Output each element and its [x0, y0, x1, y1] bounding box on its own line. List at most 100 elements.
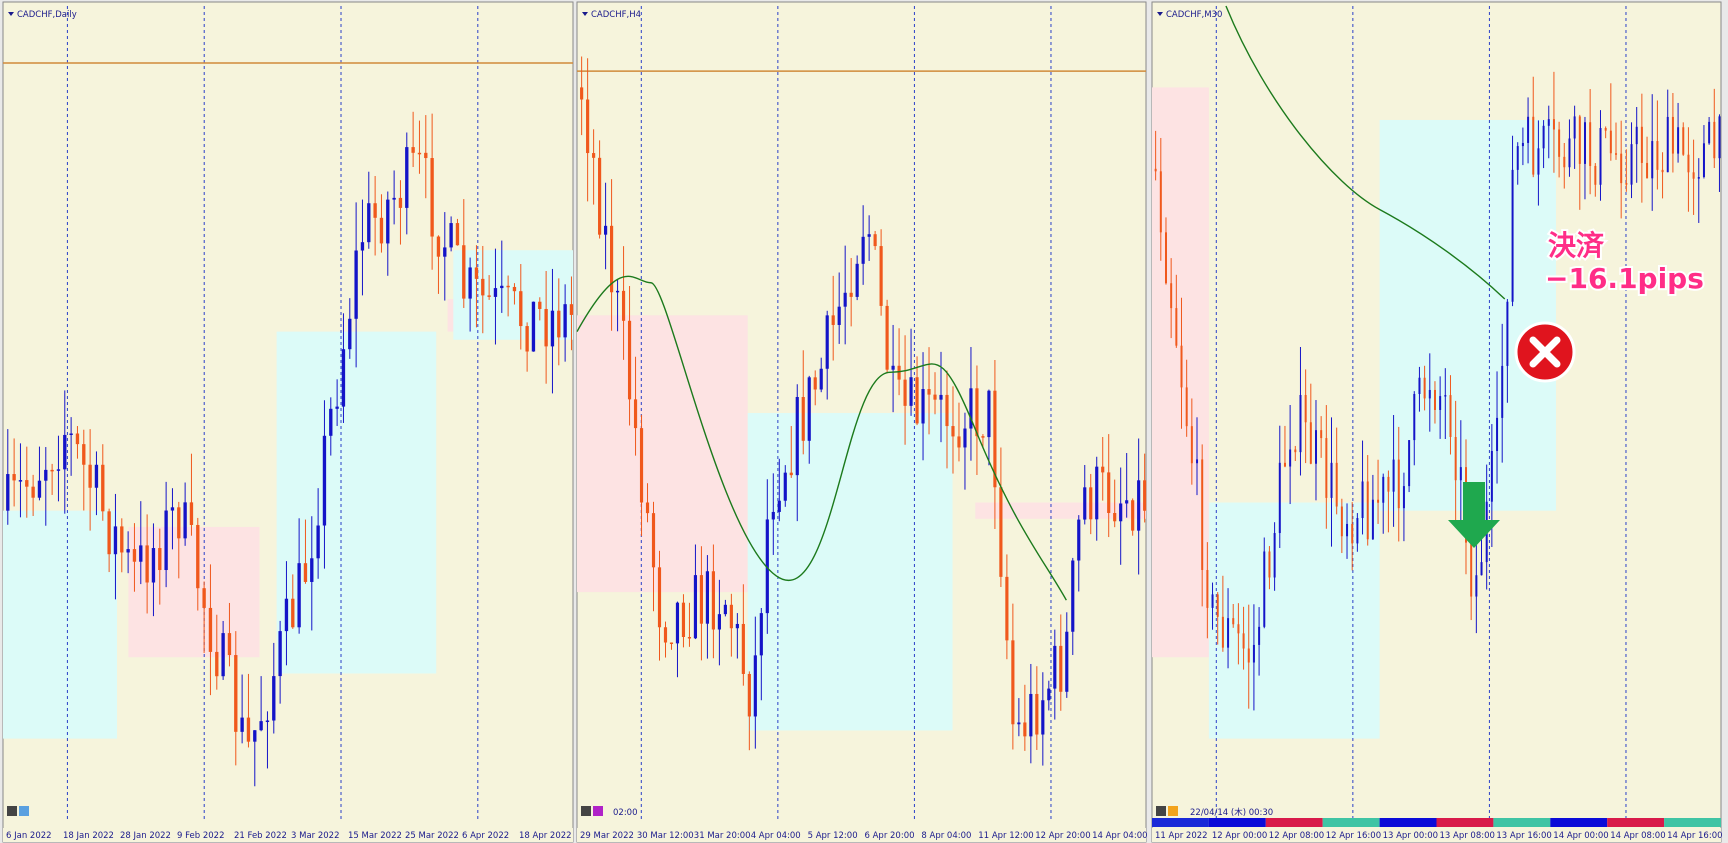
axis-strip [577, 828, 1146, 842]
candle-body [506, 285, 510, 288]
x-axis-label: 6 Apr 2022 [462, 831, 509, 841]
x-axis-label: 18 Jan 2022 [63, 831, 114, 841]
candle-body [1113, 513, 1117, 522]
candle-body [1211, 594, 1214, 608]
candle-body [1371, 499, 1374, 540]
candle-body [1604, 128, 1607, 131]
candle-body [310, 558, 314, 582]
candle-body [999, 487, 1003, 577]
candle-body [1547, 119, 1550, 126]
candle-body [1444, 395, 1447, 397]
candle-body [531, 301, 536, 352]
zone [276, 331, 437, 674]
candle-body [1625, 183, 1628, 185]
candle-body [487, 295, 491, 297]
candle-body [1635, 126, 1638, 145]
x-axis-label: 13 Apr 00:00 [1383, 831, 1438, 841]
candle-body [101, 464, 105, 512]
candle-body [699, 575, 704, 624]
x-axis-label: 6 Jan 2022 [6, 831, 52, 841]
candle-body [627, 320, 632, 400]
candle-body [392, 197, 396, 200]
x-axis-label: 12 Apr 16:00 [1326, 831, 1381, 841]
candle-body [909, 377, 913, 406]
candle-body [1377, 499, 1380, 503]
candle-body [723, 604, 727, 615]
icon [1168, 806, 1178, 816]
session-bar [1265, 818, 1323, 827]
candle-body [813, 377, 817, 390]
candle-body [18, 480, 23, 482]
candle-body [1083, 487, 1087, 520]
x-axis-label: 13 Apr 16:00 [1496, 831, 1551, 841]
candle-body [265, 720, 270, 723]
candle-body [861, 236, 865, 264]
candle-body [777, 500, 781, 512]
x-axis-label: 14 Apr 00:00 [1553, 831, 1608, 841]
candle-body [621, 290, 626, 321]
candle-body [693, 575, 698, 639]
candle-body [1428, 389, 1431, 399]
candle-body [639, 428, 644, 503]
candle-body [963, 428, 967, 448]
session-bar [1436, 818, 1494, 827]
candle-body [1480, 562, 1483, 576]
candle-body [1459, 467, 1462, 481]
cross [1529, 336, 1561, 368]
candle-body [1143, 480, 1147, 511]
candle-body [933, 394, 937, 400]
panel-title: CADCHF,M30 [1166, 10, 1222, 20]
candle-body [592, 153, 596, 158]
candle-body [335, 406, 339, 409]
candle-body [1101, 466, 1105, 473]
candle-body [1065, 631, 1069, 692]
candle-body [765, 519, 769, 614]
candle-body [69, 433, 73, 435]
candle-body [1107, 472, 1111, 514]
icon [593, 806, 603, 816]
candle-body [1537, 148, 1540, 175]
candle-body [1283, 462, 1286, 467]
title-arrow [8, 12, 14, 16]
candle-body [1252, 644, 1255, 663]
candle-body [783, 472, 787, 501]
session-bar [1379, 818, 1437, 827]
candle-body [398, 197, 403, 208]
candle-body [1702, 143, 1705, 178]
candle-body [1542, 125, 1545, 149]
candle-body [145, 545, 149, 583]
candle-body [1506, 301, 1509, 366]
candle-body [227, 633, 232, 656]
candle-body [234, 655, 238, 732]
candle-body [481, 278, 485, 296]
candle-body [1159, 171, 1162, 233]
candle-body [50, 469, 54, 472]
candle-body [879, 246, 883, 306]
zone [1208, 502, 1380, 739]
candle-body [1294, 449, 1297, 453]
candle-body [1330, 462, 1333, 498]
candle-body [1615, 153, 1618, 155]
candle-body [759, 613, 763, 656]
candle-body [1137, 480, 1141, 531]
status-text: 22/04/14 (木) 00:30 [1190, 807, 1273, 818]
candle-body [120, 526, 124, 553]
panel-title: CADCHF,Daily [17, 10, 77, 20]
candle-body [373, 203, 377, 218]
candle-body [681, 602, 686, 638]
candle-body [468, 267, 472, 299]
candle-body [126, 549, 130, 553]
title-arrow [1157, 12, 1163, 16]
candle-body [1532, 116, 1535, 175]
candle-body [975, 388, 979, 437]
candle-body [75, 433, 80, 445]
icon [19, 806, 29, 816]
x-axis-label: 6 Apr 20:00 [865, 831, 915, 841]
candle-body [1242, 633, 1245, 649]
candle-body [215, 651, 219, 677]
candle-body [921, 389, 925, 424]
candle-body [969, 388, 973, 429]
candle-body [1708, 121, 1711, 144]
candle-body [253, 730, 257, 742]
